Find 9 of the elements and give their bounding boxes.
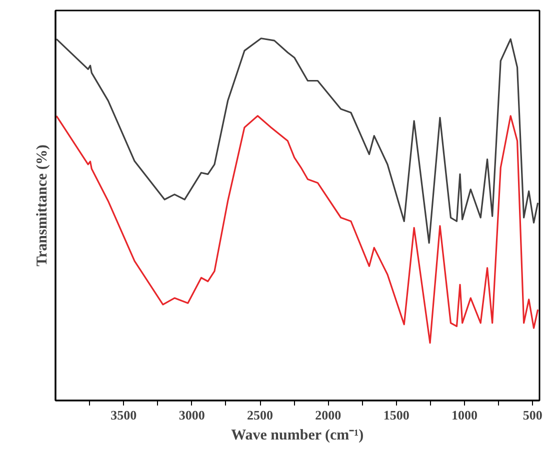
x-tick-label: 3000 [178, 408, 205, 422]
x-tick-label: 2500 [247, 408, 274, 422]
y-axis-title: Transmittance (%) [34, 144, 50, 266]
x-tick-label: 1500 [383, 408, 410, 422]
x-tick-label: 500 [522, 408, 542, 422]
x-tick-label: 1000 [452, 408, 478, 422]
x-tick-label: 2000 [315, 408, 342, 422]
x-axis-title: Wave number (cm⁻¹) [231, 428, 364, 444]
x-tick-label: 3500 [110, 408, 137, 422]
